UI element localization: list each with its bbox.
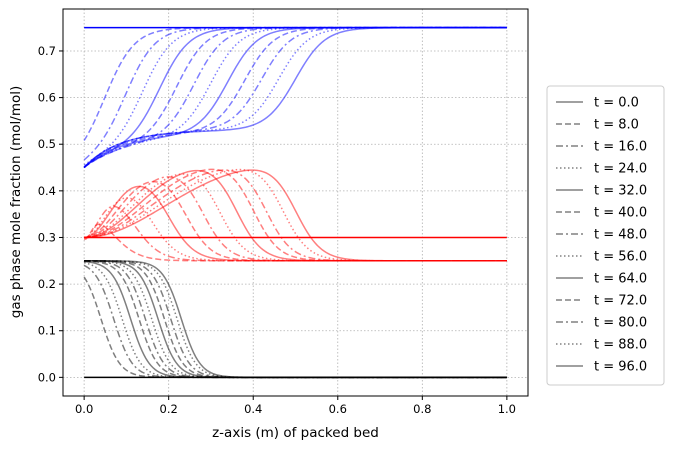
x-tick-label: 0.8 (413, 402, 431, 416)
y-tick-label: 0.7 (38, 44, 56, 58)
plot-area (63, 9, 528, 396)
y-tick-label: 0.4 (38, 184, 56, 198)
legend-label-7: t = 56.0 (594, 250, 647, 265)
y-tick-label: 0.0 (38, 370, 56, 384)
y-axis-label: gas phase mole fraction (mol/mol) (8, 86, 24, 319)
y-tick-label: 0.6 (38, 91, 56, 105)
legend: t = 0.0 t = 8.0 t = 16.0 t = 24.0 t = 32.0 t … (546, 85, 665, 386)
legend-box (546, 85, 665, 386)
red-line-t12 (84, 169, 507, 262)
x-tick-label: 0.0 (75, 402, 93, 416)
legend-label-2: t = 16.0 (594, 140, 647, 155)
y-tick-label: 0.5 (38, 137, 56, 151)
legend-label-5: t = 40.0 (594, 206, 647, 221)
y-ticks: 0.0 0.1 0.2 0.3 0.4 0.5 0.6 0.7 (38, 44, 63, 384)
legend-label-9: t = 72.0 (594, 294, 647, 309)
x-tick-label: 0.6 (329, 402, 347, 416)
black-line-t10 (84, 260, 507, 379)
legend-label-6: t = 48.0 (594, 228, 647, 243)
legend-label-0: t = 0.0 (594, 96, 639, 111)
legend-label-1: t = 8.0 (594, 118, 639, 133)
x-tick-label: 1.0 (498, 402, 516, 416)
black-line-t12 (84, 260, 507, 379)
red-line-t11 (84, 168, 507, 262)
legend-label-4: t = 32.0 (594, 184, 647, 199)
y-tick-label: 0.3 (38, 230, 56, 244)
curves (83, 26, 507, 379)
legend-label-11: t = 88.0 (594, 338, 647, 353)
legend-label-12: t = 96.0 (594, 360, 647, 375)
x-tick-label: 0.4 (244, 402, 262, 416)
legend-label-10: t = 80.0 (594, 316, 647, 331)
legend-label-8: t = 64.0 (594, 272, 647, 287)
black-line-t6 (84, 260, 507, 379)
y-tick-label: 0.1 (38, 324, 56, 338)
x-axis-label: z-axis (m) of packed bed (212, 425, 379, 441)
x-tick-label: 0.2 (160, 402, 178, 416)
red-line-t10 (84, 169, 507, 262)
plot-frame (62, 8, 529, 397)
red-line-t6 (84, 176, 507, 262)
legend-label-3: t = 24.0 (594, 162, 647, 177)
blue-line-t12 (83, 26, 507, 169)
red-line-t7 (84, 173, 507, 262)
black-line-t2 (83, 264, 507, 379)
black-line-t11 (84, 260, 507, 379)
x-ticks: 0.0 0.2 0.4 0.6 0.8 1.0 (75, 396, 516, 416)
y-tick-label: 0.2 (38, 277, 56, 291)
